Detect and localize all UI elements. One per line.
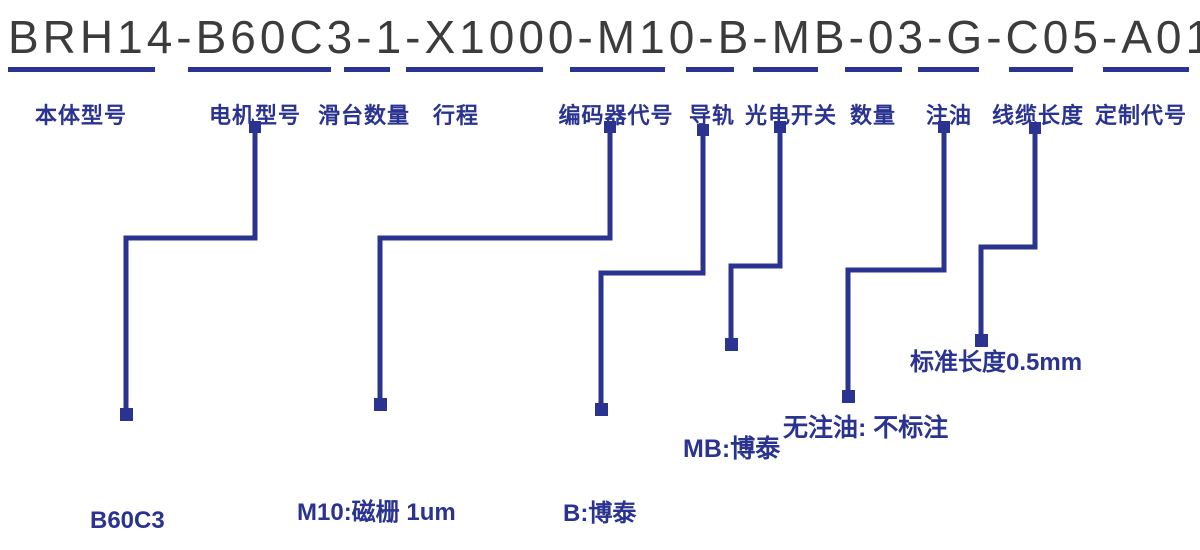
underline-photo-switch [753,67,818,72]
label-slider-count: 滑台数量 [317,103,411,128]
label-guide-rail: 导轨 [688,103,736,128]
cable-length-note: 标准长度0.5mm [910,349,1083,376]
node-marker-guide-rail-bottom [595,403,608,416]
label-custom-code: 定制代号 [1094,103,1188,128]
label-quantity: 数量 [849,103,897,128]
node-marker-encoder-code-top [604,121,616,133]
node-marker-guide-rail-top [697,124,709,136]
encoder-code-options: M10:磁栅 1um G10:光栅 1um G05:光栅 0.5um [297,420,481,550]
connector-motor-model-line [123,127,258,414]
node-marker-encoder-code-bottom [374,398,387,411]
node-marker-cable-length-bottom [975,334,988,347]
label-stroke: 行程 [432,103,480,128]
underline-slider-count [344,67,390,72]
label-photo-switch: 光电开关 [744,103,838,128]
underline-motor-model [188,67,331,72]
connector-encoder-code-line [377,127,613,404]
option-item: M10:磁栅 1um [297,499,456,526]
connector-guide-rail-line [598,130,706,409]
underline-stroke [406,67,543,72]
option-item: B60C3 [90,507,165,534]
label-body-model: 本体型号 [34,103,128,128]
node-marker-motor-model-bottom [120,408,133,421]
underline-cable-length [1009,67,1073,72]
underline-guide-rail [686,67,734,72]
node-marker-cable-length-top [1029,122,1041,134]
node-marker-photo-switch-top [774,121,786,133]
connector-oiling-line [845,127,947,396]
node-marker-oiling-bottom [842,390,855,403]
node-marker-photo-switch-bottom [725,338,738,351]
option-item: MB:博泰 [683,435,781,463]
underline-quantity [845,67,902,72]
underline-oiling [918,67,979,72]
underline-custom-code [1103,67,1189,72]
underline-body-model [8,67,155,72]
connector-cable-length-line [978,128,1038,340]
oiling-note: 无注油: 不标注 [783,414,949,442]
motor-model-options: B60C3 B60C4 B60C6 [90,428,165,550]
photo-switch-options: MB:博泰 PC:松下 [683,352,780,550]
underline-encoder-code [570,67,665,72]
node-marker-oiling-top [938,121,950,133]
connector-photo-switch-line [728,127,783,344]
node-marker-motor-model-top [249,121,261,133]
option-item: B:博泰 [563,500,637,527]
model-code-title: BRH14-B60C3-1-X1000-M10-B-MB-03-G-C05-A0… [8,11,1200,63]
guide-rail-options: B:博泰 H:上银 T:THK [563,424,636,550]
